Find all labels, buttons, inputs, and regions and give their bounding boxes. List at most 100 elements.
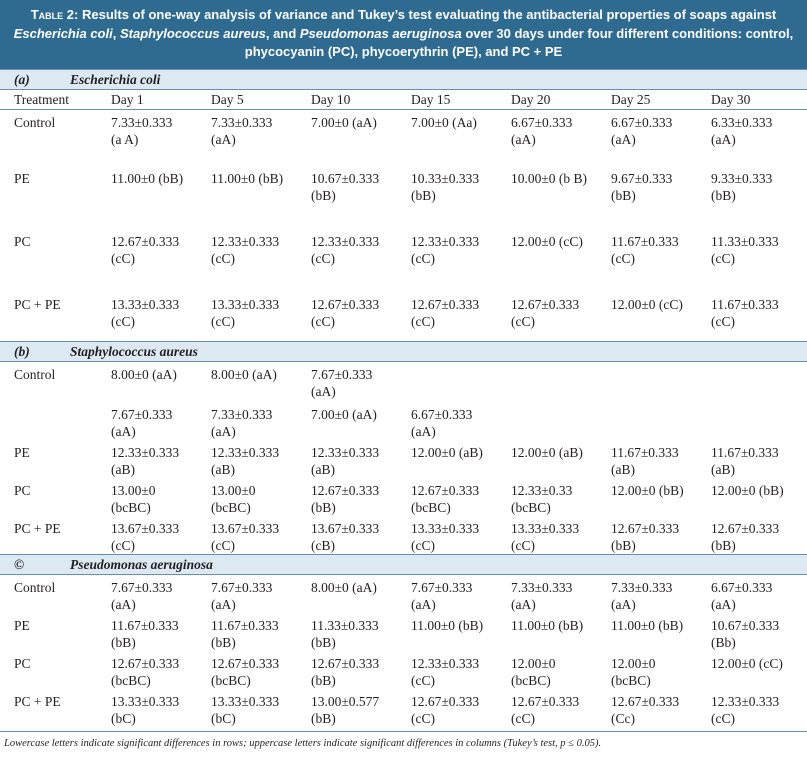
cell-group: (bcBC)	[511, 672, 551, 688]
cell-group: (bcBC)	[211, 672, 251, 688]
cell-value: 12.00±0 (aB)	[511, 444, 583, 460]
table-cell: 12.67±0.333 (cC)	[397, 689, 497, 729]
table-row: Control 7.67±0.333 (aA) 7.67±0.333 (aA) 8.00±…	[0, 574, 807, 613]
cell-group: (cC)	[611, 250, 635, 266]
cell-value: 12.33±0.333	[411, 655, 480, 671]
cell-value: 10.00±0 (b B)	[511, 170, 588, 186]
table-cell: 12.33±0.333 (cC)	[697, 689, 807, 729]
table-cell: 10.00±0 (b B)	[497, 166, 597, 229]
cell-value: 12.33±0.333	[111, 444, 180, 460]
cell-value: 13.33±0.333	[411, 520, 480, 536]
cell-value: 12.33±0.333	[211, 233, 280, 249]
row-treatment: PC + PE	[14, 296, 61, 312]
table-cell: 9.33±0.333 (bB)	[697, 166, 807, 229]
table-cell: 10.67±0.333 (bB)	[297, 166, 397, 229]
table-cell: 7.67±0.333 (aA)	[397, 574, 497, 613]
cell-value: 6.67±0.333	[511, 115, 573, 130]
row-treatment: PC + PE	[14, 520, 61, 536]
cell-value: 9.33±0.333	[711, 170, 773, 186]
cell-group: (bB)	[311, 499, 336, 515]
table-cell: 11.67±0.333 (aB)	[597, 440, 697, 478]
cell-group: (bcBC)	[211, 499, 251, 515]
table-cell: 11.00±0 (bB)	[497, 613, 597, 651]
cell-value: 12.67±0.333	[411, 296, 480, 312]
cell-group: (cC)	[511, 537, 535, 553]
table-cell: 7.00±0 (aA)	[297, 402, 397, 440]
table-cell: 13.67±0.333 (cC)	[197, 516, 297, 555]
cell-group: (bcBC)	[111, 672, 151, 688]
cell-value: 7.00±0 (aA)	[311, 115, 377, 130]
table-cell: 7.33±0.333 (a A)	[97, 110, 197, 166]
cell-group: (bcBC)	[611, 672, 651, 688]
table-cell: 12.67±0.333 (bB)	[297, 478, 397, 516]
table-cell: 6.67±0.333 (aA)	[597, 110, 697, 166]
table-footnote: Lowercase letters indicate significant d…	[0, 730, 807, 749]
cell-value: 11.67±0.333	[711, 444, 779, 460]
table-cell: 11.00±0 (bB)	[597, 613, 697, 651]
cell-value: 6.67±0.333	[711, 579, 773, 595]
cell-group: (cC)	[411, 537, 435, 553]
cell-value: 13.33±0.333	[111, 693, 180, 709]
cell-value: 8.00±0 (aA)	[311, 579, 377, 595]
cell-value: 7.67±0.333	[211, 579, 273, 595]
table-cell: 7.67±0.333 (aA)	[97, 402, 197, 440]
cell-value: 9.67±0.333	[611, 170, 673, 186]
cell-group: (bB)	[711, 187, 736, 203]
cell-value: 11.00±0 (bB)	[611, 617, 684, 633]
cell-group: (cC)	[211, 313, 235, 329]
cell-value: 7.67±0.333	[111, 579, 173, 595]
cell-group: (aA)	[711, 596, 736, 612]
section-label: (b)	[14, 344, 30, 359]
table-cell: 12.00±0 (bB)	[697, 478, 807, 516]
cell-value: 6.33±0.333	[711, 115, 773, 130]
cell-value: 13.00±0	[111, 482, 156, 498]
row-treatment: PE	[14, 617, 30, 633]
header-day: Day 15	[397, 89, 497, 110]
cell-group: (aA)	[611, 132, 636, 147]
cell-group: (aA)	[611, 596, 636, 612]
section-header: © Pseudomonas aeruginosa	[0, 553, 807, 575]
row-treatment: Control	[14, 367, 56, 382]
cell-group: (bB)	[311, 672, 336, 688]
cell-group: (cC)	[711, 250, 735, 266]
table-cell: 13.33±0.333 (cC)	[97, 292, 197, 342]
cell-group: (aB)	[611, 461, 635, 477]
cell-group: (bB)	[611, 187, 636, 203]
cell-value: 13.00±0	[211, 482, 256, 498]
table-cell: 12.00±0 (bcBC)	[597, 651, 697, 689]
cell-value: 13.67±0.333	[211, 520, 280, 536]
table-cell: 12.67±0.333 (Cc)	[597, 689, 697, 729]
cell-value: 12.33±0.333	[311, 444, 380, 460]
table-cell: 13.33±0.333 (bC)	[97, 689, 197, 729]
table-cell: 13.00±0 (bcBC)	[197, 478, 297, 516]
cell-group: (a A)	[111, 132, 139, 147]
cell-group: (aB)	[311, 461, 335, 477]
caption-text-2: over 30 days under four different condit…	[244, 25, 794, 60]
table-cell: 13.33±0.333 (bC)	[197, 689, 297, 729]
table-row: PC 12.67±0.333 (bcBC) 12.67±0.333 (bcBC) 12.6…	[0, 651, 807, 689]
table-cell: 13.33±0.333 (cC)	[197, 292, 297, 342]
cell-value: 12.67±0.333	[311, 482, 380, 498]
table-row: PE 11.67±0.333 (bB) 11.67±0.333 (bB) 11.33±0.…	[0, 613, 807, 651]
table-cell: 13.67±0.333 (cC)	[97, 516, 197, 555]
cell-group: (aA)	[111, 596, 136, 612]
table-cell: 12.67±0.333 (cC)	[97, 229, 197, 292]
table-cell: 11.00±0 (bB)	[97, 166, 197, 229]
table-cell	[497, 362, 597, 402]
table-cell: 7.67±0.333 (aA)	[197, 574, 297, 613]
cell-value: 12.67±0.333	[111, 655, 180, 671]
cell-value: 12.00±0	[611, 655, 656, 671]
cell-group: (cC)	[311, 313, 335, 329]
cell-value: 7.33±0.333	[611, 579, 673, 595]
cell-value: 11.67±0.333	[111, 617, 179, 633]
cell-value: 11.67±0.333	[211, 617, 279, 633]
cell-group: (bB)	[711, 537, 736, 553]
cell-value: 12.00±0	[511, 655, 556, 671]
table-cell: 12.67±0.333 (cC)	[497, 689, 597, 729]
table-row: PC + PE 13.33±0.333 (cC) 13.33±0.333 (cC) 12.…	[0, 292, 807, 342]
table-cell: 12.00±0 (cC)	[697, 651, 807, 689]
table-cell: 7.00±0 (aA)	[297, 110, 397, 166]
cell-group: (aA)	[211, 132, 236, 147]
table-cell: 12.33±0.333 (cC)	[397, 651, 497, 689]
